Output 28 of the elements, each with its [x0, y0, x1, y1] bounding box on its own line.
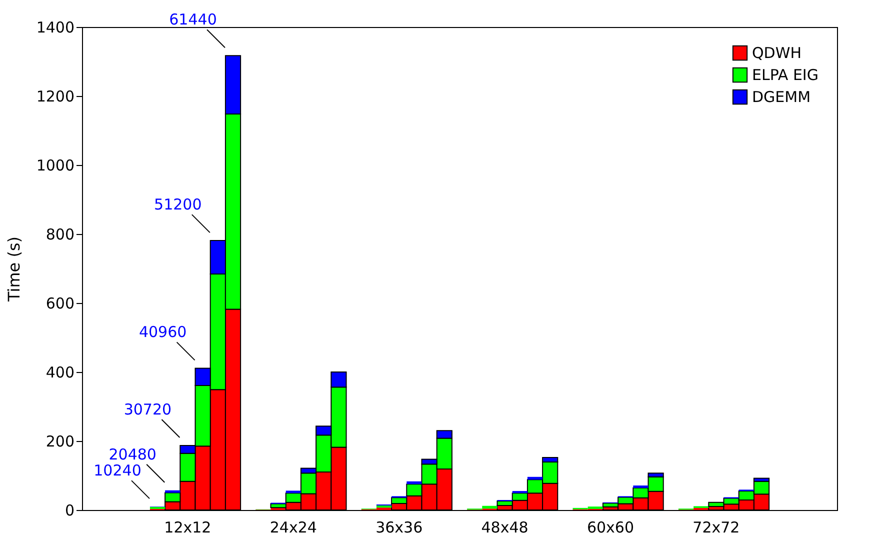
bar [165, 490, 180, 493]
text: 10240 [94, 462, 142, 480]
annotation: 40960 [138, 323, 187, 342]
annotation: 30720 [124, 400, 172, 418]
y-tick-label: 800 [46, 226, 74, 244]
bar [527, 476, 543, 480]
x-tick-label: 60x60 [586, 518, 634, 536]
legend-label: QDWH [752, 44, 802, 62]
y-tick-label: 400 [46, 364, 74, 382]
x-tick-label: 48x48 [481, 518, 528, 536]
bar [406, 481, 422, 484]
y-tick-label: 0 [64, 502, 74, 520]
y-tick-label: 600 [46, 294, 74, 312]
y-tick-label: 1200 [36, 88, 74, 106]
y-axis-title: Time (s) [4, 236, 24, 303]
x-tick-label: 24x24 [270, 518, 317, 536]
y-tick-label: 200 [46, 432, 74, 450]
bar [286, 490, 301, 494]
x-tick-label: 72x72 [692, 518, 740, 536]
y-tick-label: 1000 [36, 156, 74, 174]
annotation: 61440 [169, 10, 217, 29]
legend-label: DGEMM [752, 88, 811, 106]
x-tick-label: 12x12 [164, 518, 212, 536]
annotation: 20480 [108, 445, 156, 464]
legend-label: ELPA EIG [752, 66, 818, 84]
annotation: 51200 [154, 196, 202, 214]
y-tick-label: 1400 [36, 18, 74, 36]
x-tick-label: 36x36 [376, 518, 423, 536]
